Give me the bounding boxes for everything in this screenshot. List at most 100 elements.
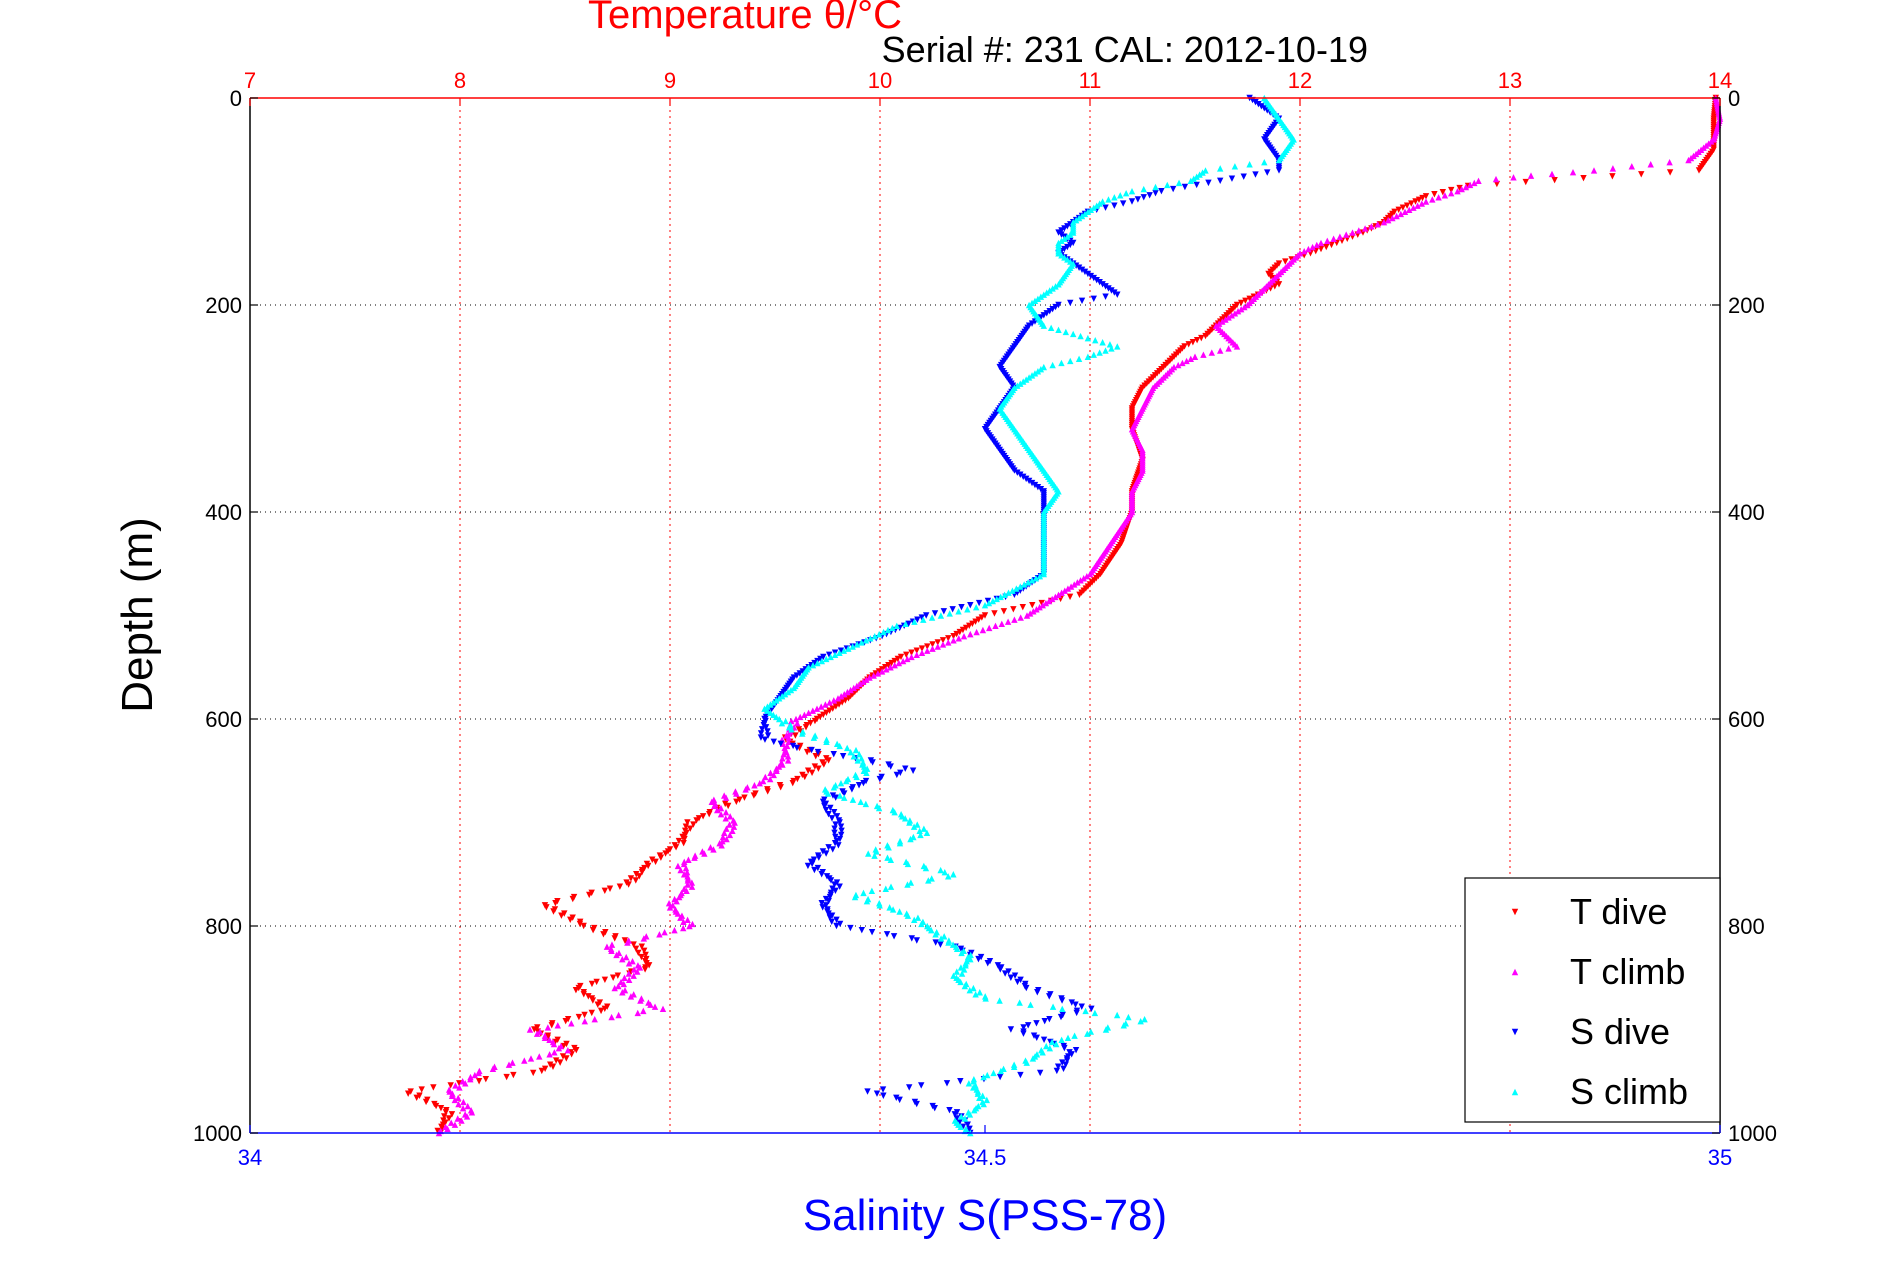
data-point [634, 1009, 641, 1017]
data-point [891, 808, 898, 816]
data-point [1401, 208, 1409, 216]
data-point [770, 771, 777, 779]
data-point [1028, 577, 1036, 584]
data-point [1202, 332, 1209, 340]
data-point [1361, 225, 1369, 232]
data-point [630, 966, 638, 973]
data-point [1033, 1020, 1040, 1027]
data-point [1169, 185, 1177, 193]
data-point [887, 664, 894, 671]
data-point [1406, 206, 1413, 213]
data-point [413, 1094, 420, 1102]
data-point [533, 1030, 541, 1037]
data-point [904, 881, 911, 888]
data-point [589, 997, 597, 1004]
data-point [823, 738, 830, 745]
data-point [937, 612, 945, 619]
data-point [1064, 243, 1071, 251]
data-point [993, 595, 1000, 603]
data-point [642, 951, 649, 959]
data-point [659, 1005, 667, 1012]
legend-box [1464, 877, 1721, 1123]
data-point [534, 1024, 541, 1031]
data-point [825, 910, 832, 917]
depth-tick-label-left: 1000 [193, 1121, 242, 1146]
data-point [975, 616, 982, 623]
data-point [822, 701, 829, 708]
data-point [1175, 179, 1183, 187]
data-point [1527, 172, 1535, 179]
data-point [1090, 351, 1097, 358]
data-point [914, 914, 922, 921]
data-point [1240, 173, 1247, 180]
data-point [1077, 577, 1084, 584]
data-point [684, 881, 691, 888]
data-point [1004, 618, 1012, 625]
data-point [1225, 345, 1232, 352]
data-point [958, 1113, 965, 1120]
data-point [964, 606, 971, 613]
data-point [656, 931, 663, 938]
data-point [1410, 204, 1417, 211]
data-point [454, 1115, 461, 1122]
data-point [1238, 305, 1245, 313]
data-point [482, 1075, 490, 1083]
data-point [448, 1111, 456, 1118]
data-point [503, 1073, 510, 1081]
data-point [1395, 206, 1402, 213]
data-point [830, 697, 837, 704]
data-point [906, 1084, 913, 1091]
data-point [1007, 974, 1015, 981]
data-point [1471, 179, 1478, 187]
data-point [629, 957, 636, 965]
data-point [824, 790, 832, 797]
data-point [1244, 301, 1251, 309]
data-point [820, 711, 827, 719]
data-point [559, 1053, 567, 1060]
data-point [838, 827, 845, 834]
data-point [830, 784, 838, 791]
data-point [1072, 1047, 1080, 1054]
data-point [1088, 1005, 1095, 1012]
data-point [848, 786, 856, 793]
data-point [1016, 999, 1023, 1006]
data-point [563, 1055, 570, 1062]
data-point [923, 612, 930, 619]
data-point [937, 866, 944, 874]
data-point [1231, 163, 1239, 170]
data-point [1046, 1044, 1054, 1052]
data-point [1122, 190, 1130, 197]
data-point [1282, 258, 1289, 265]
data-point [888, 659, 895, 667]
x-axis-label-salinity: Salinity S(PSS-78) [803, 1191, 1167, 1240]
data-point [837, 823, 845, 830]
data-point [573, 1047, 580, 1054]
data-point [981, 612, 989, 619]
data-point [882, 885, 889, 892]
data-point [1441, 192, 1449, 199]
data-point [1058, 227, 1065, 234]
data-point [805, 709, 812, 716]
data-point [934, 643, 941, 650]
data-point [1175, 361, 1182, 369]
data-point [885, 844, 892, 851]
data-point [943, 1080, 951, 1087]
data-point [1111, 194, 1118, 201]
data-point [812, 753, 819, 760]
data-point [985, 599, 993, 607]
depth-tick-label-right: 600 [1728, 707, 1765, 732]
data-point [1061, 1044, 1068, 1052]
data-point [957, 978, 964, 986]
legend-marker [1511, 1088, 1519, 1096]
data-point [1032, 575, 1040, 582]
data-point [980, 1073, 987, 1081]
data-point [946, 1107, 953, 1114]
data-point [444, 1125, 451, 1133]
data-point [1040, 570, 1047, 578]
depth-tick-label-right: 200 [1728, 293, 1765, 318]
data-point [841, 690, 848, 698]
data-point [1414, 202, 1421, 209]
data-point [803, 748, 811, 756]
data-point [1152, 190, 1159, 197]
data-point [717, 811, 725, 818]
